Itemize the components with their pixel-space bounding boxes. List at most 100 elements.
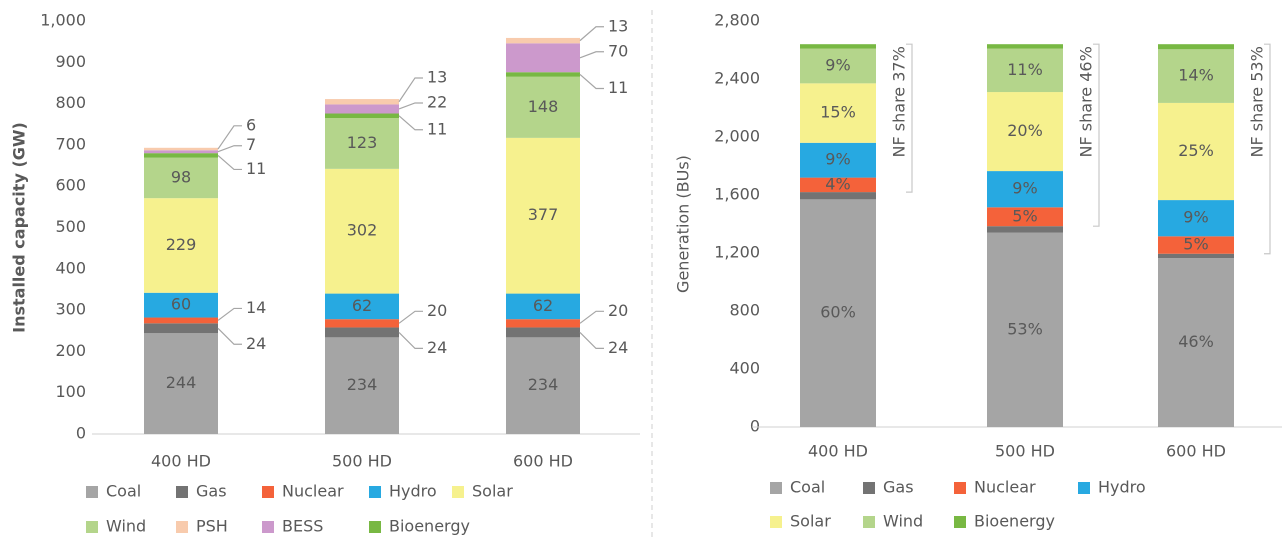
bar-segment	[1158, 102, 1234, 201]
y-axis-title: Generation (BUs)	[674, 155, 693, 293]
annotation: NF share 53%	[1248, 46, 1267, 157]
legend-label: Coal	[106, 482, 141, 501]
legend-swatch	[770, 516, 782, 528]
bar-segment	[325, 113, 399, 119]
x-tick-label: 500 HD	[332, 452, 392, 471]
data-label: 234	[528, 375, 559, 394]
legend-label: Wind	[883, 512, 923, 531]
bar-segment	[800, 83, 876, 143]
data-label: 9%	[825, 150, 850, 169]
data-label: 123	[347, 133, 378, 152]
x-tick-label: 500 HD	[995, 442, 1055, 461]
legend-label: PSH	[196, 517, 228, 536]
leader-line	[217, 307, 242, 321]
legend-label: Gas	[196, 482, 227, 501]
data-label: 229	[166, 235, 197, 254]
leader-line	[398, 77, 423, 103]
bar-segment	[1158, 253, 1234, 259]
data-label: 9%	[1012, 179, 1037, 198]
data-label: 20%	[1007, 121, 1043, 140]
legend-swatch	[176, 521, 188, 533]
y-tick-label: 2,400	[714, 69, 760, 88]
y-tick-label: 800	[729, 301, 760, 320]
bar-segment	[325, 319, 399, 328]
legend-label: Wind	[106, 517, 146, 536]
legend-label: Bioenergy	[389, 517, 470, 536]
data-label: 70	[608, 41, 628, 60]
bar-segment	[987, 232, 1063, 427]
y-tick-label: 700	[55, 134, 86, 153]
data-label: 20	[608, 301, 628, 320]
bar-segment	[325, 104, 399, 114]
bar-segment	[1158, 258, 1234, 427]
leader-line	[398, 115, 423, 131]
data-label: 11	[427, 119, 447, 138]
bracket	[1093, 43, 1100, 227]
bar-segment	[987, 92, 1063, 172]
y-tick-label: 2,000	[714, 127, 760, 146]
legend-swatch	[86, 521, 98, 533]
legend-swatch	[452, 486, 464, 498]
data-label: 9%	[825, 55, 850, 74]
data-label: 62	[352, 296, 372, 315]
bar-segment	[506, 72, 580, 77]
bar-segment	[506, 327, 580, 338]
legend-swatch	[369, 521, 381, 533]
legend-label: Coal	[790, 478, 825, 497]
leader-line	[579, 310, 604, 324]
legend-label: BESS	[282, 517, 323, 536]
leader-line	[579, 74, 604, 90]
bracket	[906, 43, 913, 193]
annotation: NF share 46%	[1077, 46, 1096, 157]
y-tick-label: 0	[750, 417, 760, 436]
data-label: 5%	[1012, 206, 1037, 225]
legend-label: Bioenergy	[974, 512, 1055, 531]
data-label: 11%	[1007, 60, 1043, 79]
legend-swatch	[176, 486, 188, 498]
bar-segment	[144, 323, 218, 334]
bar-segment	[800, 192, 876, 200]
data-label: 53%	[1007, 319, 1043, 338]
bar-segment	[144, 147, 218, 151]
leader-line	[217, 145, 242, 153]
data-label: 7	[246, 135, 256, 154]
y-tick-label: 100	[55, 382, 86, 401]
legend-swatch	[863, 482, 875, 494]
bracket	[1264, 43, 1271, 255]
y-tick-label: 600	[55, 176, 86, 195]
legend-label: Solar	[472, 482, 513, 501]
y-tick-label: 400	[729, 359, 760, 378]
bar-segment	[800, 48, 876, 84]
data-label: 14%	[1178, 66, 1214, 85]
bar-segment	[325, 293, 399, 320]
data-label: 14	[246, 298, 266, 317]
bar-segment	[987, 44, 1063, 49]
legend-swatch	[1078, 482, 1090, 494]
bar-segment	[987, 171, 1063, 208]
leader-line	[579, 331, 604, 350]
bar-segment	[144, 292, 218, 318]
leader-line	[217, 154, 242, 171]
bar-segment	[506, 137, 580, 294]
data-label: 62	[533, 296, 553, 315]
data-label: 24	[427, 338, 447, 357]
x-tick-label: 600 HD	[513, 452, 573, 471]
bar-segment	[506, 43, 580, 73]
bar-segment	[144, 198, 218, 293]
legend-swatch	[770, 482, 782, 494]
bar-segment	[144, 317, 218, 324]
data-label: 24	[608, 338, 628, 357]
data-label: 60%	[820, 303, 856, 322]
y-tick-label: 2,800	[714, 11, 760, 30]
y-tick-label: 800	[55, 93, 86, 112]
leader-line	[217, 327, 242, 345]
data-label: 13	[608, 16, 628, 35]
data-label: 4%	[825, 174, 850, 193]
x-tick-label: 600 HD	[1166, 442, 1226, 461]
data-label: 15%	[820, 103, 856, 122]
x-tick-label: 400 HD	[151, 452, 211, 471]
bar-segment	[144, 157, 218, 199]
bar-segment	[506, 37, 580, 44]
legend-swatch	[262, 486, 274, 498]
